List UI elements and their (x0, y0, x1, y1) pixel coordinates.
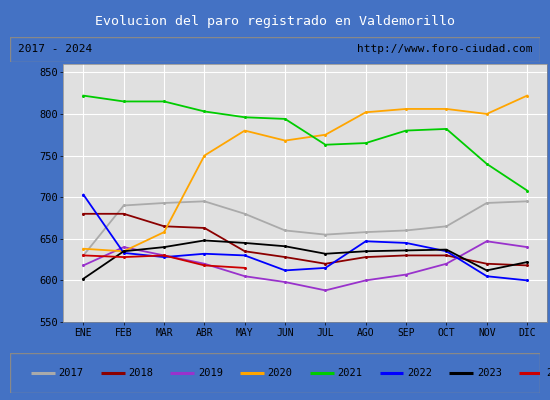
Text: 2018: 2018 (128, 368, 153, 378)
Text: 2022: 2022 (407, 368, 432, 378)
Text: 2020: 2020 (268, 368, 293, 378)
Text: 2024: 2024 (547, 368, 550, 378)
Text: 2021: 2021 (337, 368, 362, 378)
Text: http://www.foro-ciudad.com: http://www.foro-ciudad.com (356, 44, 532, 54)
Text: 2023: 2023 (477, 368, 502, 378)
Text: Evolucion del paro registrado en Valdemorillo: Evolucion del paro registrado en Valdemo… (95, 15, 455, 28)
Text: 2017 - 2024: 2017 - 2024 (18, 44, 92, 54)
Text: 2019: 2019 (198, 368, 223, 378)
Text: 2017: 2017 (59, 368, 84, 378)
